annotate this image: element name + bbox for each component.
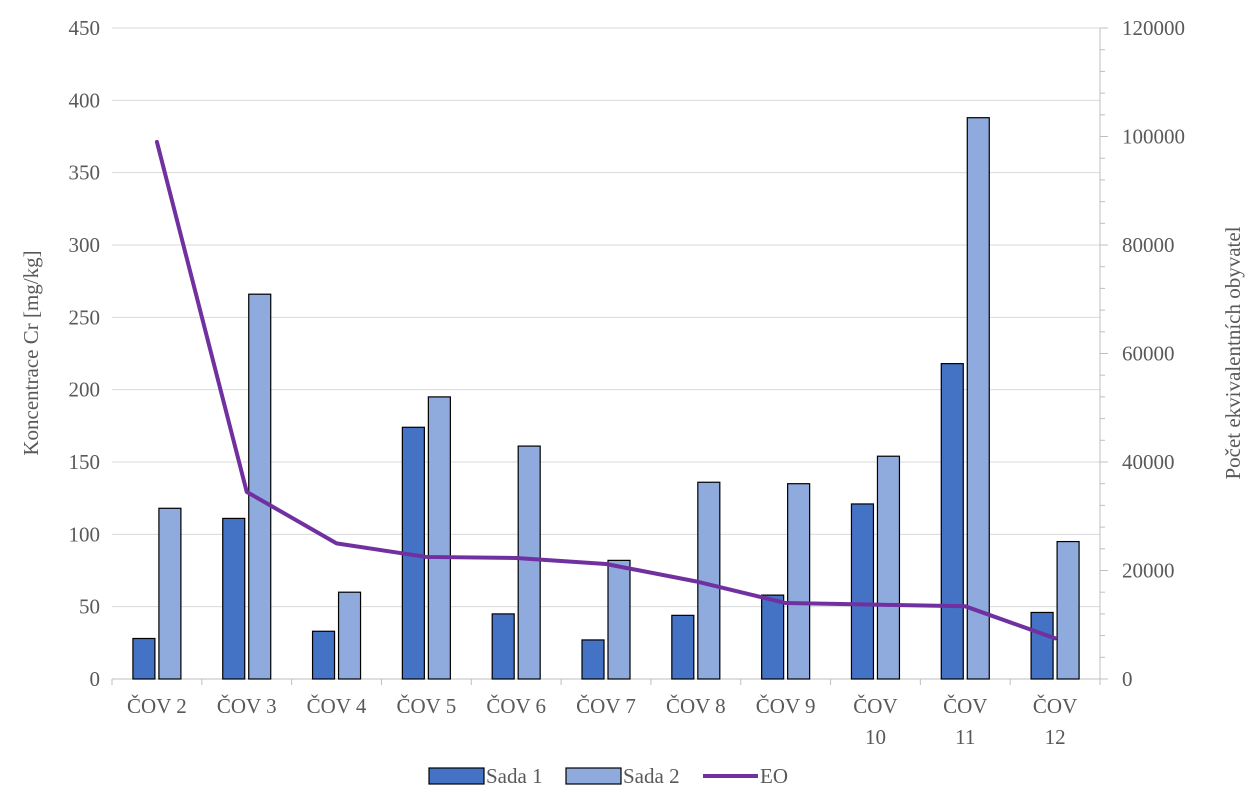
right-tick-label: 0	[1122, 667, 1133, 691]
right-tick-label: 80000	[1122, 233, 1175, 257]
left-tick-label: 150	[69, 450, 101, 474]
legend-label: Sada 2	[623, 764, 680, 788]
bar-sada-2	[158, 507, 182, 680]
bar-sada-2	[248, 293, 272, 680]
bar-sada-1	[761, 594, 785, 680]
bar-sada-2	[1056, 540, 1080, 680]
category-label: ČOV 4	[307, 694, 367, 718]
legend-item-sada-2: Sada 2	[565, 764, 680, 788]
category-label: ČOV 10	[853, 694, 897, 749]
legend-item-eo: EO	[703, 764, 788, 788]
bar-sada-1	[1030, 611, 1054, 680]
category-label: ČOV 12	[1033, 694, 1077, 749]
legend-item-sada-1: Sada 1	[428, 764, 543, 788]
bar-sada-2	[787, 483, 811, 680]
right-tick-label: 20000	[1122, 559, 1175, 583]
bar-sada-1	[132, 637, 156, 680]
category-label: ČOV 7	[576, 694, 636, 718]
category-labels: ČOV 2 ČOV 3 ČOV 4 ČOV 5 ČOV 6 ČOV 7 ČOV 8 ČOV 9…	[127, 694, 1077, 749]
line-eo	[154, 139, 1058, 641]
legend-swatch	[565, 767, 622, 785]
legend-label: EO	[760, 764, 788, 788]
bar-sada-2	[517, 445, 541, 680]
bar-sada-2	[607, 559, 631, 680]
axes	[111, 27, 1108, 685]
left-axis-title: Koncentrace Cr [mg/kg]	[19, 250, 43, 455]
legend-label: Sada 1	[486, 764, 543, 788]
legend-swatch	[428, 767, 485, 785]
left-tick-label: 200	[69, 378, 101, 402]
left-tick-label: 0	[90, 667, 101, 691]
left-tick-label: 400	[69, 88, 101, 112]
left-tick-label: 300	[69, 233, 101, 257]
right-axis-tick-labels: 0 20000 40000 60000 80000 100000 120000	[1122, 16, 1185, 691]
left-axis-tick-labels: 0 50 100 150 200 250 300 350 400 450	[69, 16, 101, 691]
category-label: ČOV 2	[127, 694, 187, 718]
category-label: ČOV 8	[666, 694, 726, 718]
category-label: ČOV 9	[756, 694, 816, 718]
gridlines	[112, 27, 1100, 608]
right-tick-label: 100000	[1122, 125, 1185, 149]
category-label: ČOV 3	[217, 694, 277, 718]
category-label: ČOV 6	[486, 694, 546, 718]
bar-sada-1	[940, 363, 964, 680]
bar-sada-2	[427, 396, 451, 680]
bar-sada-2	[966, 117, 990, 680]
bars	[132, 117, 1080, 680]
left-tick-label: 450	[69, 16, 101, 40]
right-tick-label: 120000	[1122, 16, 1185, 40]
legend: Sada 1 Sada 2 EO	[428, 764, 788, 788]
bar-sada-2	[876, 455, 901, 680]
bar-sada-1	[850, 503, 875, 680]
category-label: ČOV 11	[943, 694, 987, 749]
bar-sada-1	[671, 614, 695, 680]
left-tick-label: 250	[69, 305, 101, 329]
left-tick-label: 100	[69, 522, 101, 546]
left-tick-label: 50	[79, 595, 100, 619]
category-label: ČOV 5	[397, 694, 457, 718]
bar-sada-1	[222, 517, 246, 680]
left-tick-label: 350	[69, 161, 101, 185]
bar-sada-2	[337, 591, 362, 680]
right-tick-label: 40000	[1122, 450, 1175, 474]
eo-line-series	[154, 139, 1058, 641]
bar-sada-1	[311, 630, 336, 680]
right-axis-title: Počet ekvivalentních obyvatel	[1221, 226, 1245, 479]
right-tick-label: 60000	[1122, 342, 1175, 366]
bar-sada-1	[581, 639, 605, 680]
bar-sada-1	[491, 613, 515, 680]
